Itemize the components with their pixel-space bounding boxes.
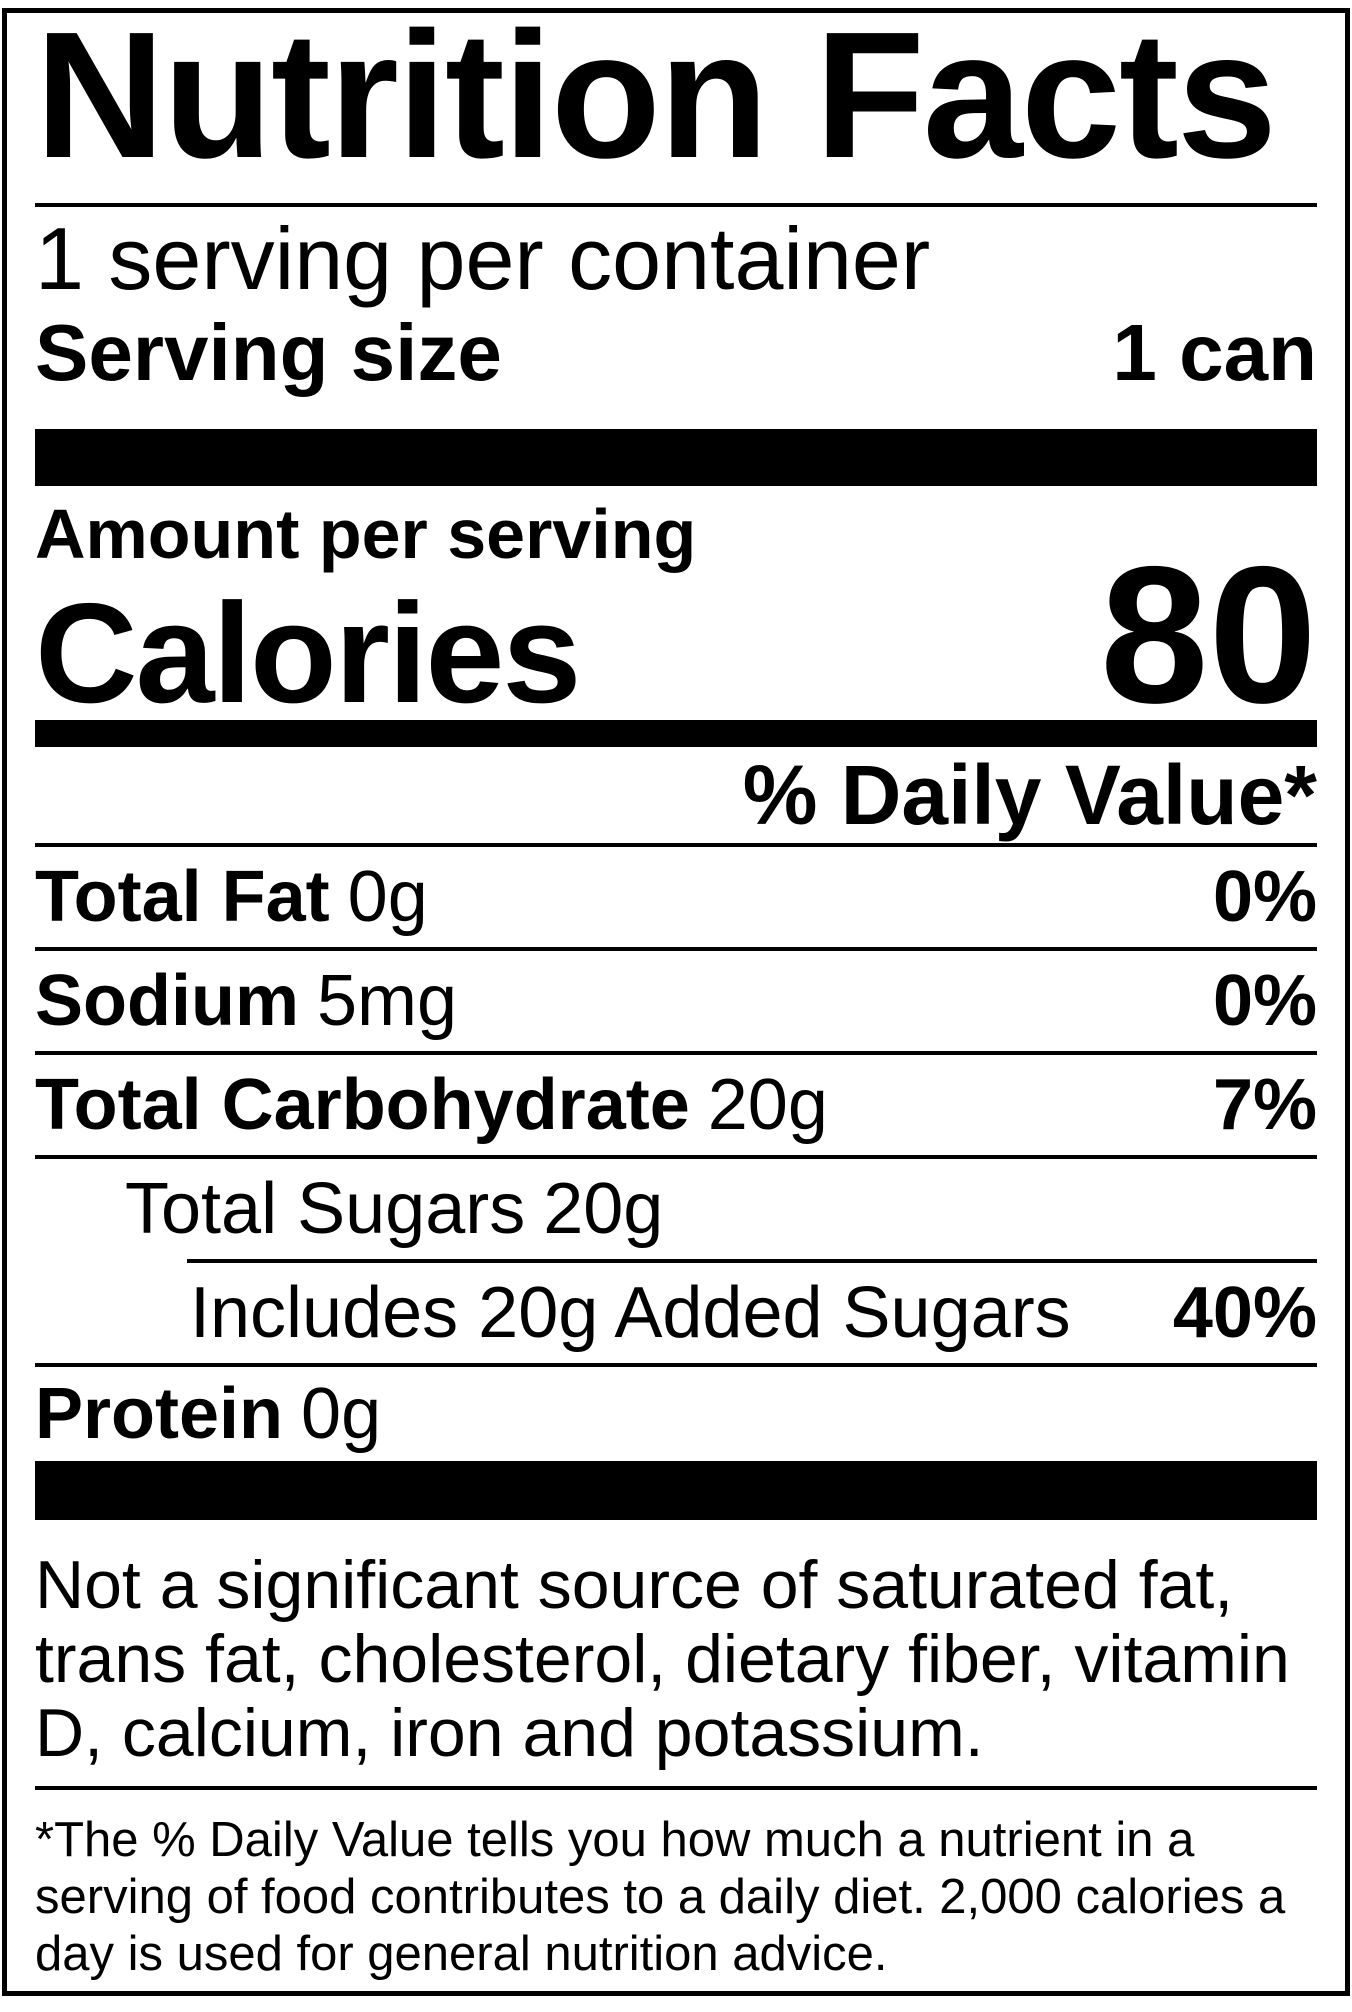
medium-separator-bar [35, 720, 1317, 747]
nutrient-name: Total Carbohydrate 20g [35, 1065, 828, 1145]
label-title: Nutrition Facts [35, 8, 1277, 196]
not-significant-source-text: Not a significant source of saturated fa… [35, 1547, 1290, 1771]
thin-rule [35, 1051, 1317, 1055]
thin-rule [35, 843, 1317, 847]
nutrient-name: Includes 20g Added Sugars [190, 1273, 1071, 1353]
calories-row: Calories 80 [35, 526, 1317, 744]
nutrition-facts-label: Nutrition Facts 1 serving per container … [2, 8, 1350, 1996]
thin-rule [35, 1786, 1317, 1790]
serving-size-label: Serving size [35, 308, 502, 397]
nutrient-row-protein: Protein 0g [35, 1367, 1317, 1461]
thin-rule [35, 1155, 1317, 1159]
nutrient-amount: 20g [543, 1169, 664, 1249]
nutrient-row-total-sugars: Total Sugars 20g [35, 1159, 1317, 1259]
nutrient-amount: 20g [707, 1065, 828, 1145]
nutrient-row-total-carbohydrate: Total Carbohydrate 20g 7% [35, 1055, 1317, 1155]
nutrient-daily-value: 0% [1212, 857, 1317, 937]
nutrient-name: Protein 0g [35, 1374, 382, 1454]
servings-per-container: 1 serving per container [35, 209, 931, 308]
calories-value: 80 [1100, 526, 1317, 744]
nutrient-row-total-fat: Total Fat 0g 0% [35, 847, 1317, 947]
nutrient-amount: 0g [301, 1374, 382, 1454]
nutrient-row-added-sugars: Includes 20g Added Sugars 40% [35, 1263, 1317, 1363]
serving-size-value: 1 can [1112, 308, 1317, 397]
nutrient-daily-value: 7% [1212, 1065, 1317, 1145]
nutrient-daily-value: 40% [1172, 1273, 1317, 1353]
amount-per-serving-label: Amount per serving [35, 495, 697, 573]
nutrient-name: Sodium 5mg [35, 961, 458, 1041]
thin-rule [35, 947, 1317, 951]
daily-value-header: % Daily Value* [742, 748, 1317, 842]
nutrient-daily-value: 0% [1212, 961, 1317, 1041]
nutrient-amount: 0g [347, 857, 428, 937]
thin-rule [35, 203, 1317, 207]
partial-thin-rule [187, 1259, 1317, 1263]
nutrient-row-sodium: Sodium 5mg 0% [35, 951, 1317, 1051]
daily-value-footnote: *The % Daily Value tells you how much a … [35, 1813, 1286, 1981]
thick-separator-bar [35, 1461, 1317, 1520]
thick-separator-bar [35, 429, 1317, 486]
nutrient-amount: 5mg [317, 961, 458, 1041]
serving-size-row: Serving size 1 can [35, 307, 1317, 399]
nutrient-name: Total Fat 0g [35, 857, 428, 937]
calories-label: Calories [35, 574, 581, 733]
thin-rule [35, 1363, 1317, 1367]
nutrient-name: Total Sugars 20g [125, 1169, 664, 1249]
